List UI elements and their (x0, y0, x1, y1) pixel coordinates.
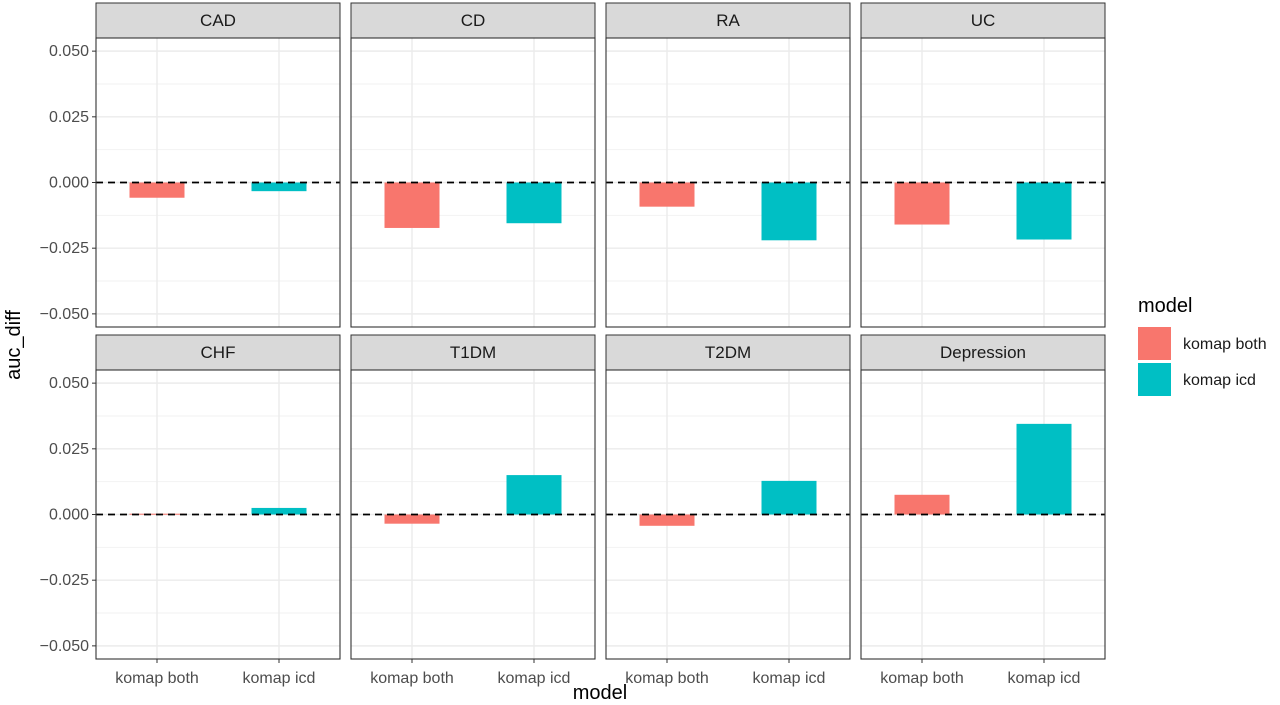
facet-uc: UC (860, 2, 1106, 328)
y-tick-label: 0.050 (49, 375, 89, 392)
panel-border (605, 369, 851, 660)
legend-title: model (1138, 295, 1192, 317)
facet-ra: RA (605, 2, 851, 328)
y-tick-label: −0.050 (40, 306, 89, 323)
bar-t2dm-komap-both (639, 514, 695, 526)
bar-t2dm-komap-icd (761, 480, 817, 515)
bar-depression-komap-both (894, 494, 950, 515)
facet-panels: CAD CD RA UC CHF T1DM T2DM Depression (95, 2, 1106, 660)
x-axis-title: model (573, 682, 627, 704)
facet-strip (95, 334, 341, 371)
bar-t1dm-komap-both (384, 514, 440, 524)
facet-t2dm: T2DM (605, 334, 851, 660)
panel-border (350, 37, 596, 328)
x-tick-label: komap icd (1008, 670, 1081, 687)
y-tick-label: 0.050 (49, 43, 89, 60)
panel-border (605, 37, 851, 328)
bar-ra-komap-icd (761, 182, 817, 241)
bar-cd-komap-icd (506, 182, 562, 224)
facet-strip-label: CAD (200, 11, 236, 30)
bar-t1dm-komap-icd (506, 475, 562, 515)
bar-uc-komap-icd (1016, 182, 1072, 240)
y-tick-label: 0.000 (49, 175, 89, 192)
facet-strip (860, 334, 1106, 371)
panel-border (860, 37, 1106, 328)
x-tick-label: komap icd (498, 670, 571, 687)
panel-border (860, 369, 1106, 660)
facet-strip (605, 334, 851, 371)
legend-label: komap icd (1183, 372, 1256, 389)
y-tick-label: 0.025 (49, 441, 89, 458)
bar-uc-komap-both (894, 182, 950, 225)
bar-cd-komap-both (384, 182, 440, 228)
y-tick-label: −0.025 (40, 240, 89, 257)
bar-depression-komap-icd (1016, 423, 1072, 515)
facet-cad: CAD (95, 2, 341, 328)
y-axes: −0.050 −0.025 0.000 0.025 0.050 −0.050 −0.025 0… (40, 43, 96, 655)
legend-key-komap-icd (1138, 363, 1171, 396)
facet-strip (350, 334, 596, 371)
legend-key-komap-both (1138, 327, 1171, 360)
y-axis-title: auc_diff (3, 310, 25, 380)
x-tick-label: komap both (370, 670, 454, 687)
legend: model komap both komap icd (1138, 295, 1267, 396)
y-tick-label: 0.000 (49, 507, 89, 524)
x-tick-label: komap icd (753, 670, 826, 687)
facet-strip-label: CD (461, 11, 486, 30)
facet-depression: Depression (860, 334, 1106, 660)
y-tick-label: 0.025 (49, 109, 89, 126)
x-axes: komap both komap icd komap both komap icd ko… (115, 659, 1080, 687)
x-tick-label: komap both (115, 670, 199, 687)
facet-strip-label: T2DM (705, 343, 751, 362)
facet-chf: CHF (95, 334, 341, 660)
legend-label: komap both (1183, 336, 1267, 353)
bar-ra-komap-both (639, 182, 695, 207)
facet-strip-label: CHF (201, 343, 236, 362)
x-tick-label: komap both (880, 670, 964, 687)
facet-t1dm: T1DM (350, 334, 596, 660)
facet-strip-label: RA (716, 11, 740, 30)
y-tick-label: −0.025 (40, 572, 89, 589)
facet-strip-label: UC (971, 11, 996, 30)
facet-cd: CD (350, 2, 596, 328)
facet-strip (860, 2, 1106, 39)
x-tick-label: komap both (625, 670, 709, 687)
bar-cad-komap-icd (251, 182, 307, 192)
facet-strip (95, 2, 341, 39)
x-tick-label: komap icd (243, 670, 316, 687)
y-tick-label: −0.050 (40, 638, 89, 655)
facet-strip-label: Depression (940, 343, 1026, 362)
panel-border (350, 369, 596, 660)
bar-chf-komap-icd (251, 507, 307, 515)
bar-cad-komap-both (129, 182, 185, 198)
facet-strip-label: T1DM (450, 343, 496, 362)
